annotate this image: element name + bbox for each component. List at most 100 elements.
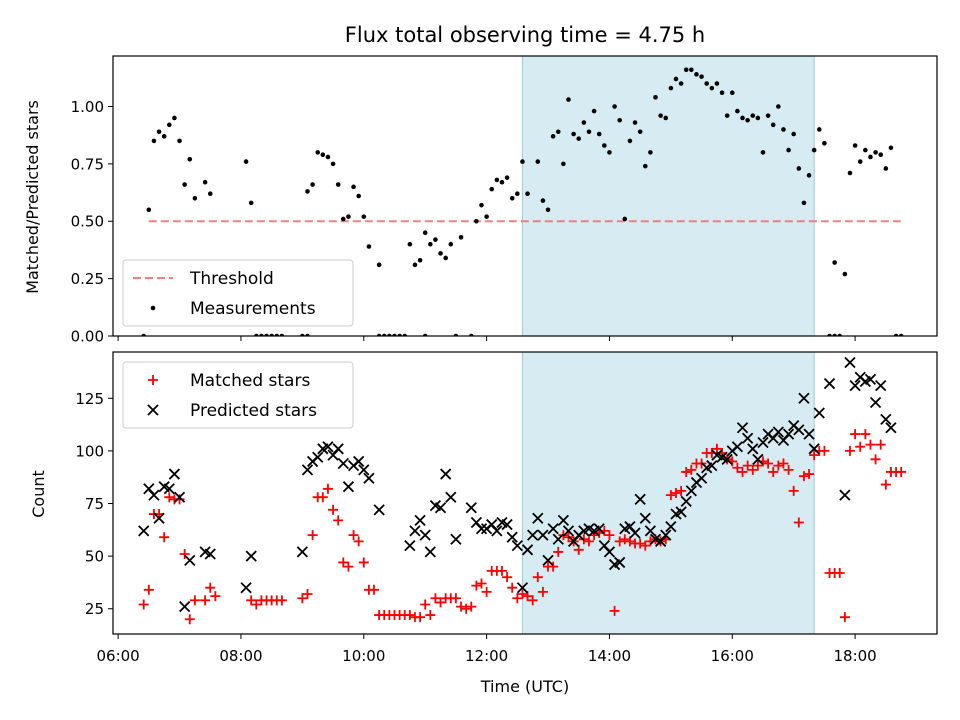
- predicted-point: [419, 529, 431, 541]
- matched-point: [793, 517, 804, 528]
- data-point: [888, 145, 894, 151]
- data-point: [857, 159, 863, 164]
- data-point: [356, 193, 361, 199]
- predicted-point: [475, 523, 488, 535]
- predicted-point: [409, 525, 421, 537]
- data-point: [622, 216, 628, 222]
- matched-point: [665, 490, 676, 501]
- matched-point: [138, 599, 149, 610]
- predicted-point: [516, 582, 529, 594]
- data-point: [617, 117, 622, 123]
- predicted-point: [434, 502, 447, 514]
- data-point: [172, 115, 177, 121]
- matched-point: [640, 540, 651, 551]
- predicted-point: [322, 441, 334, 453]
- predicted-point: [680, 495, 692, 508]
- predicted-point: [875, 380, 887, 392]
- matched-point: [210, 591, 221, 602]
- matched-point: [297, 593, 308, 604]
- data-point: [202, 179, 208, 185]
- predicted-point: [173, 491, 186, 503]
- matched-point: [481, 586, 492, 597]
- predicted-point: [634, 493, 646, 505]
- predicted-point: [793, 424, 805, 436]
- matched-point: [737, 466, 748, 477]
- matched-point: [834, 567, 845, 578]
- y-tick-label: 125: [75, 390, 104, 408]
- predicted-point: [491, 525, 503, 537]
- legend: Threshold Measurements: [122, 259, 354, 327]
- predicted-point: [803, 428, 815, 440]
- axes-frame: [112, 55, 938, 337]
- data-point: [683, 67, 689, 73]
- predicted-point: [296, 546, 309, 558]
- y-tick-label: 0.00: [71, 328, 104, 346]
- data-point: [320, 152, 326, 157]
- data-point: [822, 140, 827, 146]
- predicted-point: [450, 533, 462, 545]
- data-point: [796, 166, 802, 171]
- predicted-point: [741, 432, 754, 444]
- data-point: [709, 85, 715, 91]
- data-point: [612, 104, 617, 109]
- observing-window-span: [522, 352, 815, 634]
- data-point: [719, 90, 725, 96]
- x-tick-label: 14:00: [588, 647, 631, 665]
- data-point: [852, 143, 858, 148]
- matched-point: [338, 557, 349, 568]
- matched-point: [348, 530, 359, 541]
- predicted-point: [721, 453, 733, 465]
- predicted-point: [373, 504, 385, 516]
- predicted-point: [880, 413, 892, 425]
- predicted-point: [337, 457, 349, 470]
- predicted-point: [465, 502, 477, 514]
- data-point: [699, 74, 704, 79]
- data-point: [591, 108, 597, 114]
- predicted-point: [312, 451, 324, 463]
- plot-area: [141, 56, 904, 336]
- data-point: [509, 195, 515, 201]
- matched-point: [624, 536, 635, 547]
- data-point: [729, 90, 735, 96]
- data-point: [325, 154, 331, 160]
- data-point: [146, 207, 152, 213]
- x-axis-label: Time (UTC): [480, 677, 569, 696]
- data-point: [637, 129, 643, 135]
- predicted-point: [660, 529, 672, 541]
- predicted-point: [675, 506, 687, 518]
- predicted-point: [184, 554, 196, 566]
- legend-label: Matched stars: [190, 371, 310, 391]
- data-point: [151, 138, 157, 144]
- y-tick-label: 75: [85, 495, 104, 513]
- matched-point: [752, 460, 763, 471]
- data-point: [689, 67, 694, 73]
- predicted-point: [404, 539, 416, 552]
- matched-point: [471, 580, 482, 591]
- matched-point: [553, 546, 564, 557]
- x-tick-label: 18:00: [833, 647, 876, 665]
- matched-point: [619, 534, 630, 545]
- data-point: [658, 113, 663, 118]
- data-point: [504, 175, 510, 180]
- data-point: [499, 179, 505, 185]
- data-point: [545, 207, 551, 213]
- matched-point: [328, 504, 339, 515]
- data-point: [668, 85, 674, 91]
- legend-predicted-swatch: [147, 404, 159, 416]
- data-point: [694, 72, 699, 77]
- data-point: [422, 230, 428, 236]
- data-point: [868, 154, 873, 160]
- data-point: [540, 198, 546, 203]
- predicted-point: [629, 527, 641, 539]
- data-point: [642, 163, 648, 169]
- matched-point: [164, 492, 175, 503]
- predicted-point: [593, 523, 605, 535]
- data-point: [678, 81, 684, 86]
- matched-point: [875, 439, 886, 450]
- data-point: [448, 241, 454, 247]
- data-point: [745, 117, 750, 123]
- data-point: [376, 262, 382, 268]
- y-tick-label: 0.75: [71, 155, 104, 173]
